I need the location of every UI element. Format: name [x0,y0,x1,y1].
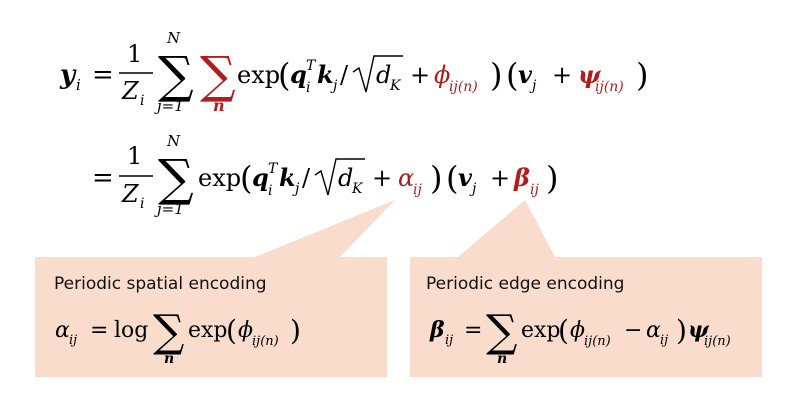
spatial-equals: = [90,318,108,343]
key-vector-k: k [317,60,334,89]
paren-close-3: ) [430,159,442,197]
edge-beta: β [429,317,445,343]
exp-operator-1: exp [237,61,280,89]
equals-sign-2: = [92,163,114,193]
edge-paren-open: ( [558,314,569,347]
query-transpose-T-2: T [268,161,279,177]
equals-sign-1: = [92,60,114,90]
paren-open-3: ( [240,159,252,197]
query-vector-q-2: q [252,163,269,192]
key-vector-k-2: k [279,163,296,192]
fraction-denominator-sub-1: i [140,93,144,109]
sqrt-sign-2 [314,158,365,196]
beta-subscript: ij [530,182,539,198]
sqrt-d-subscript-K-2: K [351,181,364,197]
paren-close-1: ) [490,56,502,94]
fraction-numerator-1: 1 [127,40,142,68]
spatial-exp: exp [188,318,228,343]
edge-psi-subscript: ij(n) [704,334,731,349]
edge-paren-close: ) [676,314,687,347]
spatial-callout-box [35,200,395,377]
spatial-paren-close: ) [290,314,301,347]
value-subscript-j-2: j [469,181,477,197]
edge-equals: = [464,318,482,343]
sum-lower-limit-2: j=1 [154,200,184,218]
fraction-denominator-Z-1: Z [121,77,140,105]
exp-operator-2: exp [198,164,241,192]
plus-sign-3: + [372,164,392,192]
output-subscript-i: i [76,76,81,94]
sum1-upper-limit: N [166,29,181,47]
paren-open-2: ( [506,56,518,94]
edge-callout-box [410,200,762,377]
spatial-sum-symbol: ∑ [153,306,184,357]
sqrt-d-1: d [376,61,391,89]
value-vector-v: v [518,60,533,89]
psi-subscript: ij(n) [595,79,624,95]
paren-open-1: ( [278,56,290,94]
sum1-lower-limit: j=1 [154,97,184,115]
edge-minus: − [624,318,642,343]
edge-psi: ψ [688,317,710,343]
query-transpose-T: T [306,58,317,74]
fraction-denominator-sub-2: i [140,196,144,212]
value-subscript-j: j [529,78,537,94]
sum2-lower-limit: n [213,96,225,115]
spatial-sum-lower: n [164,351,174,367]
key-subscript-j: j [330,78,338,94]
query-subscript-i: i [306,80,310,96]
equation-line-1: y i = 1 Z i N ∑ j=1 ∑ n exp ( q T i k j … [59,29,648,115]
sum1-symbol: ∑ [158,46,194,104]
plus-sign-4: + [490,164,510,192]
phi-symbol: ϕ [434,61,450,89]
psi-symbol: ψ [578,60,602,89]
plus-sign-1: + [410,61,430,89]
fraction-denominator-Z-2: Z [121,180,140,208]
spatial-phi: ϕ [238,318,253,343]
beta-symbol: β [513,163,530,192]
division-slash-1: / [340,61,349,89]
sqrt-sign-1 [352,55,403,93]
key-subscript-j-2: j [292,181,300,197]
paren-open-4: ( [446,159,458,197]
alpha-subscript: ij [413,182,422,198]
sum-upper-limit-2: N [166,132,181,150]
spatial-callout-title: Periodic spatial encoding [54,274,267,294]
spatial-phi-subscript: ij(n) [252,334,279,349]
plus-sign-2: + [552,61,572,89]
edge-sum-symbol: ∑ [486,306,517,357]
alpha-symbol: α [398,164,414,192]
sum2-symbol: ∑ [200,46,236,104]
query-vector-q: q [290,60,307,89]
spatial-paren-open: ( [226,314,237,347]
edge-callout: Periodic edge encoding β ij = ∑ n exp ( … [426,274,731,367]
output-vector-y: y [59,60,77,90]
edge-alpha: α [646,318,661,343]
query-subscript-i-2: i [268,183,272,199]
spatial-alpha: α [55,318,70,343]
sum-symbol-2: ∑ [158,149,194,207]
spatial-alpha-subscript: ij [69,333,77,348]
spatial-log: log [114,318,148,343]
edge-beta-subscript: ij [445,333,453,348]
edge-sum-lower: n [497,351,507,367]
paren-close-4: ) [546,159,558,197]
sqrt-d-2: d [338,164,353,192]
edge-callout-title: Periodic edge encoding [426,274,624,294]
edge-exp: exp [521,318,561,343]
sqrt-d-subscript-K-1: K [389,78,402,94]
paren-close-2: ) [636,56,648,94]
fraction-numerator-2: 1 [127,142,142,170]
edge-phi: ϕ [570,318,585,343]
edge-alpha-subscript: ij [660,333,668,348]
value-vector-v-2: v [458,163,473,192]
phi-subscript: ij(n) [449,79,478,95]
division-slash-2: / [302,164,311,192]
spatial-callout: Periodic spatial encoding α ij = log ∑ n… [54,274,301,367]
equation-line-2: = 1 Z i N ∑ j=1 exp ( q T i k j / d K + … [92,132,558,218]
edge-phi-subscript: ij(n) [584,334,611,349]
